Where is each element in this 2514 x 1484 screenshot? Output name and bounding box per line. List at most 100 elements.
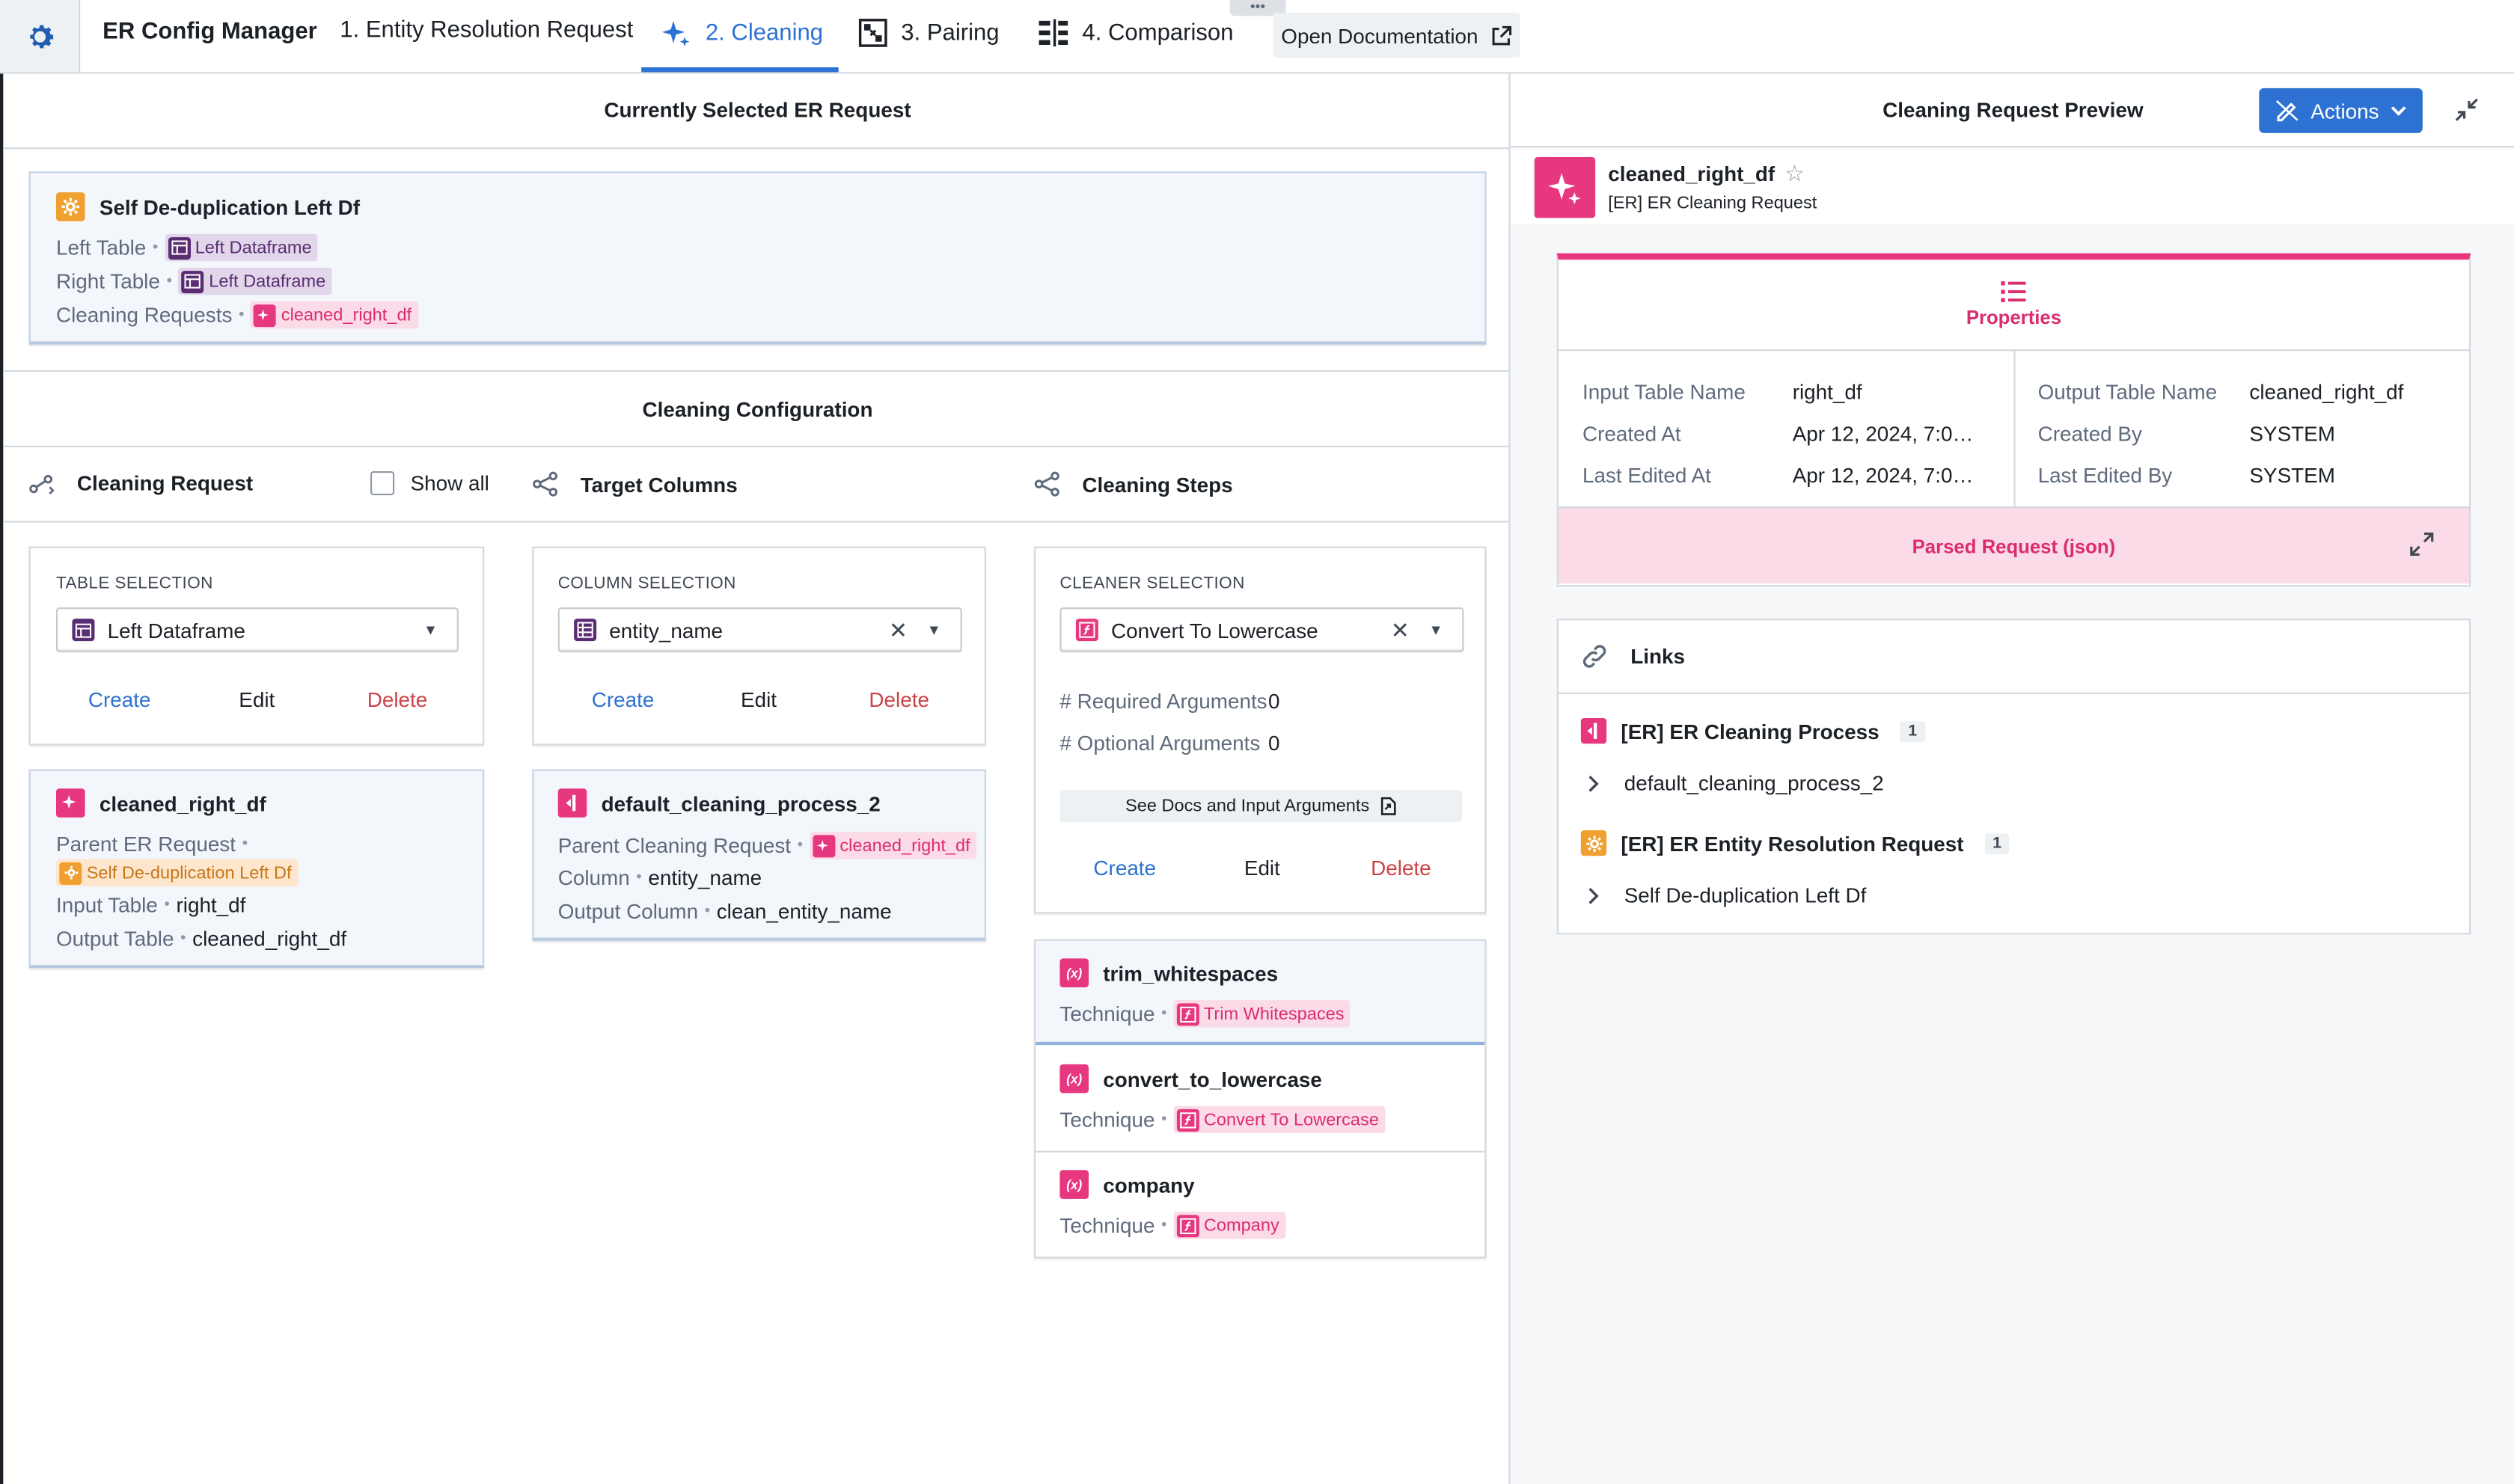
output-table-label: Output Table [56,926,174,951]
parent-er-request-tag-row: Self De-duplication Left Df [56,859,299,886]
parent-er-request-value: Self De-duplication Left Df [86,862,292,883]
open-documentation-label: Open Documentation [1281,23,1478,48]
edit-icon [2276,100,2299,122]
left-table-value: Left Dataframe [195,238,312,257]
tab-label: 3. Pairing [901,19,1000,46]
input-table-row: Input Table • right_df [56,893,245,917]
clear-icon[interactable]: ✕ [1390,616,1410,643]
cleaning-request-column-label: Cleaning Request [76,471,254,496]
cleaning-process-card[interactable]: default_cleaning_process_2 Parent Cleani… [532,769,986,941]
create-table-button[interactable]: Create [88,687,151,712]
prop-value: right_df [1792,379,1862,404]
sparkle-icon [1547,173,1581,205]
create-cleaner-button[interactable]: Create [1093,856,1157,880]
prop-value: Apr 12, 2024, 7:0… [1792,421,1974,446]
prop-key: Last Edited By [2037,463,2173,488]
er-request-title: Self De-duplication Left Df [99,194,361,219]
link-item[interactable]: Self De-duplication Left Df [1587,883,1866,907]
table-icon [72,619,95,642]
divider [3,147,1512,150]
collapse-button[interactable] [2453,96,2480,129]
links-card: Links [ER] ER Cleaning Process 1 default… [1556,619,2471,935]
delete-table-button[interactable]: Delete [367,687,428,712]
er-request-icon [56,192,85,221]
er-request-card[interactable]: Self De-duplication Left Df Left Table • … [28,171,1487,345]
process-icon [1580,718,1607,744]
active-tab-indicator [641,67,839,73]
right-table-label: Right Table [56,269,160,294]
technique-tag[interactable]: Trim Whitespaces [1173,1000,1351,1028]
step-technique-row: Technique • Trim Whitespaces [1059,1000,1351,1028]
sparkle-icon [812,834,835,857]
table-selection-card: TABLE SELECTION Left Dataframe ▼ Create … [28,546,485,746]
table-select[interactable]: Left Dataframe ▼ [56,607,459,653]
list-item[interactable]: (x) company Technique • Company [1036,1154,1484,1258]
list-item[interactable]: (x) convert_to_lowercase Technique • Conv… [1036,1048,1485,1153]
caret-down-icon: ▼ [926,622,941,638]
create-column-button[interactable]: Create [591,687,655,712]
column-select[interactable]: entity_name ✕ ▼ [557,607,962,653]
link-group-header: [ER] ER Entity Resolution Request 1 [1580,830,2010,856]
table-icon [181,270,204,293]
parent-er-request-label: Parent ER Request [56,832,236,856]
technique-tag[interactable]: Company [1173,1212,1286,1239]
flow-icon [29,473,55,494]
tab-label: 1. Entity Resolution Request [340,17,634,43]
cleaner-selection-card: CLEANER SELECTION Convert To Lowercase ✕… [1034,546,1487,914]
technique-tag[interactable]: Convert To Lowercase [1173,1106,1386,1133]
cleaning-request-card[interactable]: cleaned_right_df Parent ER Request • Self… [28,769,485,969]
tab-cleaning[interactable]: 2. Cleaning [661,18,823,50]
process-icon [557,788,587,818]
right-table-tag[interactable]: Left Dataframe [178,267,332,295]
parent-cleaning-request-tag[interactable]: cleaned_right_df [809,832,977,859]
target-columns-column-header: Target Columns [532,471,738,497]
minimize-icon [2455,98,2478,121]
edit-table-button[interactable]: Edit [239,687,275,712]
links-header: Links [1558,620,2469,694]
cleaning-request-tag[interactable]: cleaned_right_df [251,301,418,329]
delete-cleaner-button[interactable]: Delete [1371,856,1431,880]
technique-label: Technique [1059,1002,1155,1026]
sparkle-icon [56,788,85,818]
step-technique-row: Technique • Convert To Lowercase [1059,1106,1386,1133]
show-all-checkbox[interactable]: Show all [370,471,489,496]
delete-column-button[interactable]: Delete [869,687,929,712]
separator-dot: • [166,272,172,290]
separator-dot: • [1161,1005,1167,1023]
divider [3,370,1512,372]
parsed-request-section[interactable]: Parsed Request (json) [1558,506,2469,583]
actions-label: Actions [2310,98,2379,123]
tab-comparison[interactable]: 4. Comparison [1037,18,1233,49]
chevron-right-icon [1588,774,1599,791]
checkbox-box[interactable] [370,471,395,496]
step-title: convert_to_lowercase [1103,1067,1322,1091]
technique-label: Technique [1059,1107,1155,1132]
column-selection-label: COLUMN SELECTION [557,574,736,593]
clear-icon[interactable]: ✕ [888,616,908,643]
tab-entity-resolution-request[interactable]: 1. Entity Resolution Request [340,18,633,43]
list-item[interactable]: (x) trim_whitespaces Technique • Trim Whi… [1036,940,1485,1046]
cleaner-select[interactable]: Convert To Lowercase ✕ ▼ [1059,607,1464,653]
parent-er-request-tag[interactable]: Self De-duplication Left Df [56,859,299,886]
object-type: [ER] ER Cleaning Request [1608,194,1817,213]
external-link-icon [1492,25,1511,45]
er-request-title-row: Self De-duplication Left Df [56,192,360,221]
star-icon[interactable]: ☆ [1784,160,1805,186]
step-title: company [1103,1172,1195,1197]
technique-value: Company [1203,1215,1279,1236]
link-item[interactable]: default_cleaning_process_2 [1587,771,1884,795]
edit-cleaner-button[interactable]: Edit [1244,856,1280,880]
tab-pairing[interactable]: 3. Pairing [857,18,1000,49]
expand-button[interactable] [2410,532,2434,561]
column-selection-card: COLUMN SELECTION entity_name ✕ ▼ Create … [532,546,986,746]
separator-dot: • [704,902,711,920]
see-docs-button[interactable]: See Docs and Input Arguments [1059,790,1463,823]
actions-button[interactable]: Actions [2259,88,2423,133]
left-table-tag[interactable]: Left Dataframe [164,233,319,262]
properties-tab[interactable]: Properties [1558,260,2469,352]
prop-key: Created By [2037,421,2142,446]
settings-button[interactable] [0,0,81,73]
drag-handle[interactable]: ••• [1229,0,1286,16]
open-documentation-button[interactable]: Open Documentation [1273,13,1520,58]
edit-column-button[interactable]: Edit [740,687,777,712]
